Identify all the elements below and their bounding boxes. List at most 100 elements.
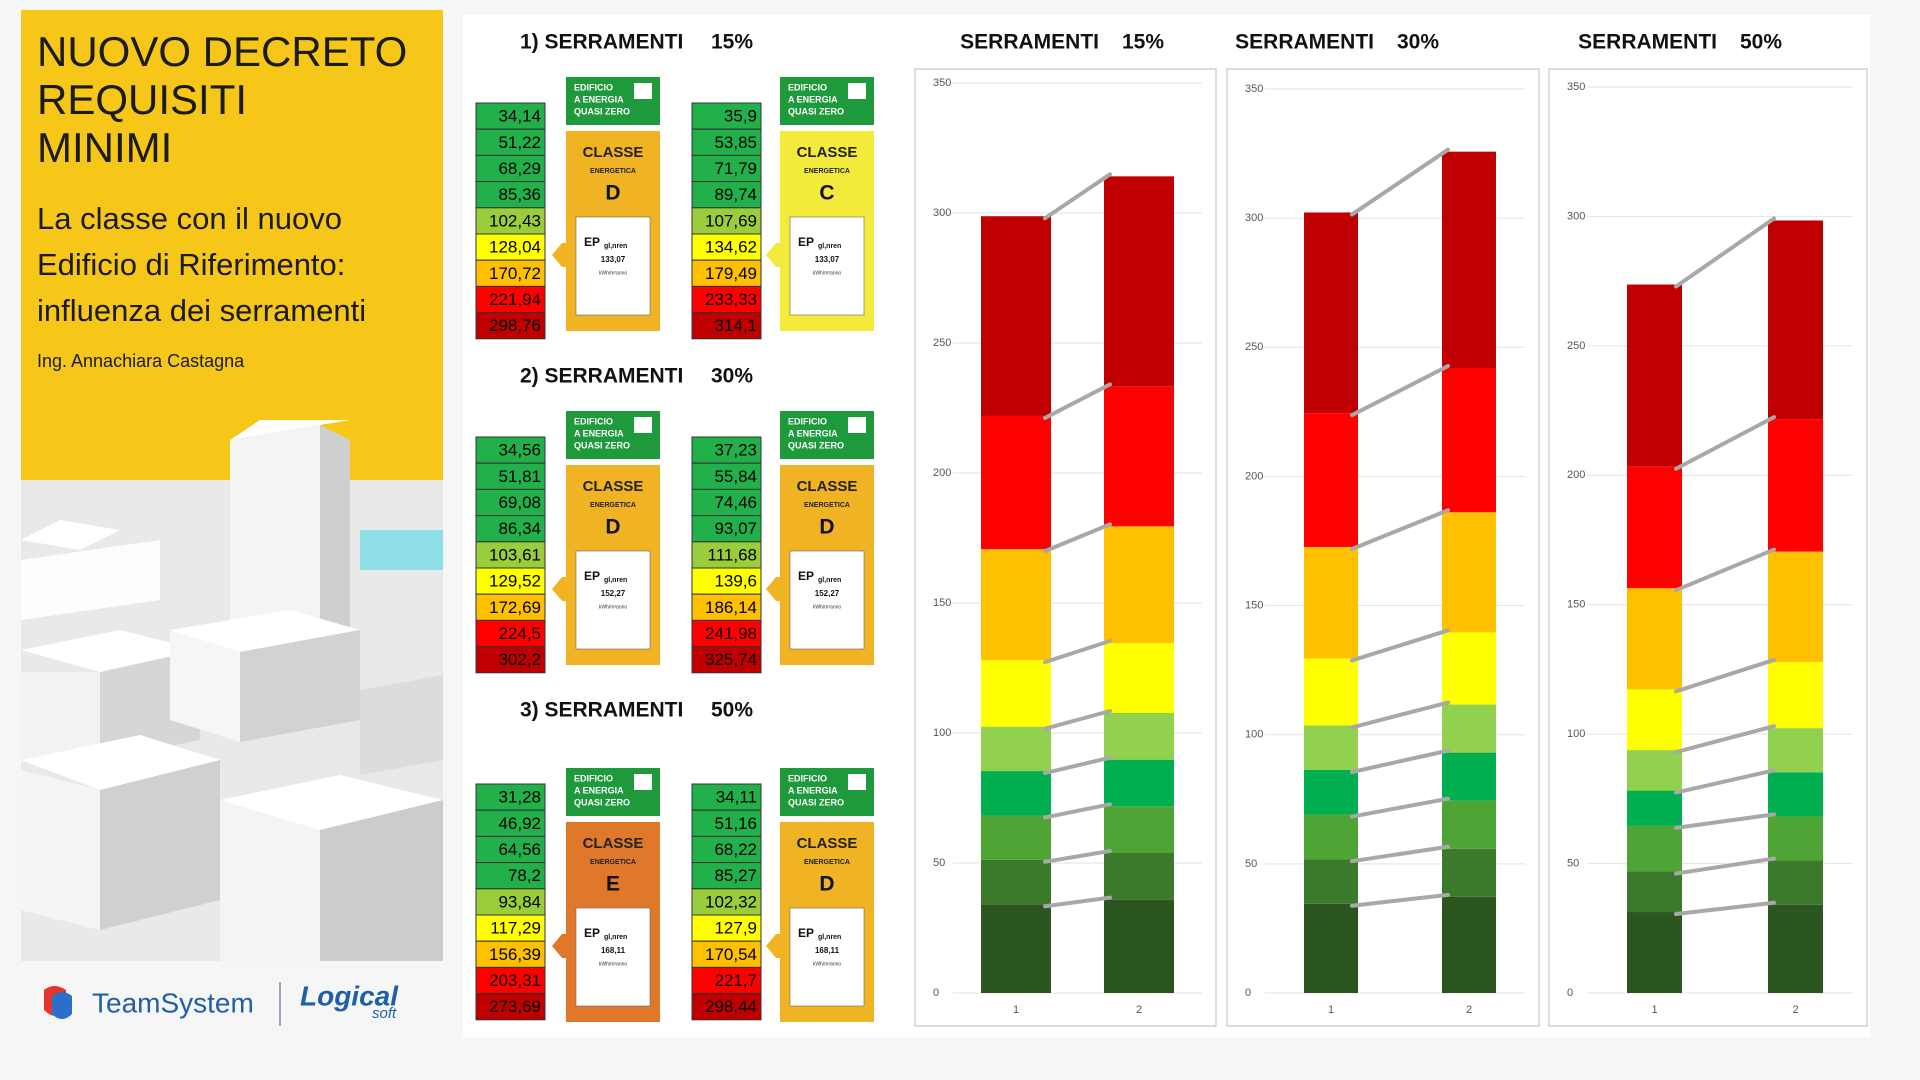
table-value: 170,54 bbox=[705, 945, 757, 964]
connector bbox=[1674, 812, 1776, 830]
logo-logical: Logical bbox=[300, 980, 399, 1011]
table-cell bbox=[691, 809, 762, 837]
group-title: 2) SERRAMENTI bbox=[520, 365, 683, 388]
bar-segment bbox=[1104, 806, 1174, 853]
table-cell bbox=[475, 619, 546, 648]
table-cell bbox=[475, 783, 546, 811]
group-title: 1) SERRAMENTI bbox=[520, 31, 683, 54]
class-arrow bbox=[766, 577, 780, 601]
table-value: 93,84 bbox=[498, 892, 541, 911]
table-cell bbox=[691, 154, 762, 183]
bar-segment bbox=[1442, 151, 1496, 369]
chart-title: SERRAMENTI bbox=[1578, 31, 1717, 54]
ep-unit: kWh/m²anno bbox=[599, 961, 628, 967]
table-cell bbox=[475, 285, 546, 314]
table-value: 85,36 bbox=[498, 185, 541, 204]
table-cell bbox=[475, 835, 546, 864]
connector bbox=[1043, 382, 1112, 420]
badge-check bbox=[848, 83, 866, 99]
table-value: 102,32 bbox=[705, 892, 757, 911]
ep-value: 133,07 bbox=[601, 255, 626, 264]
table-cell bbox=[475, 515, 546, 543]
slide-subtitle: Edificio di Riferimento: bbox=[37, 247, 345, 282]
table-value: 51,81 bbox=[498, 467, 541, 486]
class-arrow bbox=[766, 934, 780, 958]
badge-text: EDIFICIO bbox=[788, 416, 827, 426]
slide-title: NUOVO DECRETO bbox=[37, 28, 407, 75]
bar-segment bbox=[1627, 871, 1682, 913]
table-cell bbox=[475, 993, 546, 1021]
group-percent: 15% bbox=[711, 31, 753, 54]
ep-unit: kWh/m²anno bbox=[813, 604, 842, 610]
table-cell bbox=[475, 181, 546, 209]
bar-segment bbox=[1768, 661, 1823, 729]
bar-segment bbox=[1442, 896, 1496, 993]
connector bbox=[1674, 415, 1776, 471]
badge-text: QUASI ZERO bbox=[574, 797, 630, 807]
bar-segment bbox=[981, 549, 1051, 661]
bar-segment bbox=[1768, 419, 1823, 552]
table-value: 74,46 bbox=[714, 493, 757, 512]
class-word: CLASSE bbox=[583, 835, 644, 852]
y-tick-label: 100 bbox=[933, 727, 951, 739]
logo-teamsystem: TeamSystem bbox=[92, 987, 254, 1018]
table-cell bbox=[475, 436, 546, 464]
x-tick-label: 2 bbox=[1136, 1004, 1142, 1016]
badge-text: A ENERGIA bbox=[574, 785, 624, 795]
y-tick-label: 150 bbox=[1567, 599, 1585, 611]
table-value: 325,74 bbox=[705, 650, 757, 669]
class-energetica: ENERGETICA bbox=[590, 168, 636, 175]
bar-segment bbox=[1442, 704, 1496, 753]
table-cell bbox=[475, 207, 546, 235]
chart-title: SERRAMENTI bbox=[1235, 31, 1374, 54]
class-energetica: ENERGETICA bbox=[804, 168, 850, 175]
badge-text: QUASI ZERO bbox=[574, 440, 630, 450]
bar-segment bbox=[1768, 220, 1823, 420]
bar-segment bbox=[981, 660, 1051, 727]
badge-check bbox=[634, 83, 652, 99]
ep-box bbox=[789, 216, 865, 316]
chart-title: SERRAMENTI bbox=[960, 31, 1099, 54]
group-percent: 30% bbox=[711, 365, 753, 388]
table-cell bbox=[475, 462, 546, 490]
bar-segment bbox=[1627, 284, 1682, 467]
table-value: 53,85 bbox=[714, 133, 757, 152]
x-tick-label: 1 bbox=[1651, 1004, 1657, 1016]
badge-check bbox=[634, 774, 652, 790]
table-value: 71,79 bbox=[714, 159, 757, 178]
y-tick-label: 250 bbox=[1245, 341, 1263, 353]
table-value: 78,2 bbox=[508, 866, 541, 885]
table-cell bbox=[691, 285, 762, 314]
ep-unit: kWh/m²anno bbox=[813, 961, 842, 967]
table-cell bbox=[475, 966, 546, 995]
class-word: CLASSE bbox=[583, 478, 644, 495]
connector bbox=[1350, 844, 1450, 864]
table-cell bbox=[691, 914, 762, 942]
bar-segment bbox=[1768, 551, 1823, 662]
table-value: 127,9 bbox=[714, 919, 757, 938]
badge-text: EDIFICIO bbox=[788, 82, 827, 92]
ep-label: EP bbox=[798, 235, 814, 249]
class-energetica: ENERGETICA bbox=[590, 502, 636, 509]
table-cell bbox=[475, 312, 546, 340]
table-value: 128,04 bbox=[489, 238, 541, 257]
table-value: 37,23 bbox=[714, 441, 757, 460]
table-value: 298,44 bbox=[705, 997, 757, 1016]
table-value: 34,56 bbox=[498, 441, 541, 460]
x-tick-label: 2 bbox=[1466, 1004, 1472, 1016]
ep-value: 168,11 bbox=[601, 946, 626, 955]
bar-segment bbox=[981, 771, 1051, 816]
connector bbox=[1043, 172, 1112, 221]
connector bbox=[1043, 709, 1112, 731]
table-cell bbox=[475, 567, 546, 595]
connector bbox=[1043, 848, 1112, 864]
connector bbox=[1674, 900, 1776, 917]
table-value: 51,22 bbox=[498, 133, 541, 152]
ep-box bbox=[789, 907, 865, 1007]
logo-soft: soft bbox=[372, 1005, 397, 1022]
table-value: 241,98 bbox=[705, 624, 757, 643]
bar-segment bbox=[1304, 859, 1358, 904]
ep-sub: gl,nren bbox=[818, 577, 841, 584]
bar-segment bbox=[981, 815, 1051, 860]
connector bbox=[1674, 724, 1776, 755]
